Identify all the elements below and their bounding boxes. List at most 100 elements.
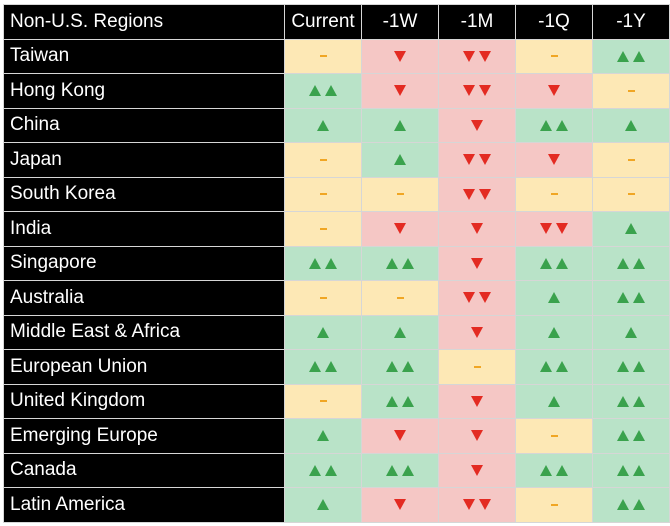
triangle-down-icon xyxy=(540,223,552,235)
signal-cell-current xyxy=(284,176,362,212)
dash-icon xyxy=(550,434,558,437)
signal-indicator xyxy=(384,392,416,410)
signal-cell-current xyxy=(284,73,362,109)
signal-indicator xyxy=(461,151,493,169)
triangle-up-icon xyxy=(402,395,414,407)
triangle-down-icon xyxy=(463,50,475,62)
signal-indicator xyxy=(627,82,635,100)
triangle-up-icon xyxy=(617,430,629,442)
signal-cell-1q xyxy=(515,418,593,454)
signal-cell-1m xyxy=(438,349,516,385)
region-name: Canada xyxy=(3,452,285,488)
triangle-up-icon xyxy=(633,430,645,442)
triangle-down-icon xyxy=(479,154,491,166)
dash-icon xyxy=(396,296,404,299)
signal-cell-1q xyxy=(515,349,593,385)
signal-indicator xyxy=(627,185,635,203)
triangle-down-icon xyxy=(471,430,483,442)
signal-cell-1w xyxy=(361,383,439,419)
signal-cell-1w xyxy=(361,452,439,488)
header-row: Non-U.S. Regions Current -1W -1M -1Q -1Y xyxy=(3,4,670,40)
signal-indicator xyxy=(461,185,493,203)
signal-indicator xyxy=(615,358,647,376)
dash-icon xyxy=(627,193,635,196)
signal-cell-1q xyxy=(515,280,593,316)
signal-cell-1w xyxy=(361,107,439,143)
signal-cell-current xyxy=(284,142,362,178)
triangle-up-icon xyxy=(386,395,398,407)
table-row: South Korea xyxy=(3,176,670,212)
triangle-up-icon xyxy=(540,361,552,373)
signal-indicator xyxy=(392,82,408,100)
signal-indicator xyxy=(469,254,485,272)
triangle-up-icon xyxy=(317,326,329,338)
region-name: South Korea xyxy=(3,176,285,212)
signal-cell-1m xyxy=(438,418,516,454)
signal-cell-1y xyxy=(592,383,670,419)
dash-icon xyxy=(319,55,327,58)
column-header-1y: -1Y xyxy=(592,4,670,40)
triangle-up-icon xyxy=(325,85,337,97)
signal-cell-1q xyxy=(515,314,593,350)
signal-cell-1m xyxy=(438,107,516,143)
signal-indicator xyxy=(319,185,327,203)
region-name: Latin America xyxy=(3,487,285,523)
triangle-down-icon xyxy=(394,50,406,62)
signal-cell-1y xyxy=(592,349,670,385)
dash-icon xyxy=(319,296,327,299)
triangle-down-icon xyxy=(556,223,568,235)
triangle-up-icon xyxy=(386,257,398,269)
triangle-up-icon xyxy=(309,361,321,373)
table-row: Japan xyxy=(3,142,670,178)
signal-indicator xyxy=(396,289,404,307)
signal-indicator xyxy=(546,289,562,307)
signal-cell-current xyxy=(284,245,362,281)
signal-cell-1q xyxy=(515,211,593,247)
triangle-up-icon xyxy=(625,326,637,338)
signal-indicator xyxy=(319,151,327,169)
signal-indicator xyxy=(307,82,339,100)
triangle-up-icon xyxy=(325,361,337,373)
signal-cell-1m xyxy=(438,142,516,178)
signal-indicator xyxy=(538,358,570,376)
signal-indicator xyxy=(550,185,558,203)
triangle-up-icon xyxy=(633,499,645,511)
signal-indicator xyxy=(392,496,408,514)
signal-indicator xyxy=(538,116,570,134)
signal-cell-1m xyxy=(438,176,516,212)
signal-indicator xyxy=(550,47,558,65)
signal-indicator xyxy=(307,254,339,272)
triangle-up-icon xyxy=(633,361,645,373)
signal-indicator xyxy=(307,461,339,479)
signal-indicator xyxy=(319,392,327,410)
signal-cell-current xyxy=(284,38,362,74)
triangle-up-icon xyxy=(309,85,321,97)
region-name: Emerging Europe xyxy=(3,418,285,454)
signal-cell-1w xyxy=(361,314,439,350)
signal-indicator xyxy=(315,116,331,134)
triangle-up-icon xyxy=(556,361,568,373)
signal-indicator xyxy=(461,82,493,100)
triangle-up-icon xyxy=(625,119,637,131)
triangle-up-icon xyxy=(633,395,645,407)
triangle-up-icon xyxy=(402,361,414,373)
signal-cell-1q xyxy=(515,176,593,212)
signal-cell-1m xyxy=(438,280,516,316)
dash-icon xyxy=(627,158,635,161)
region-name: Australia xyxy=(3,280,285,316)
signal-cell-1q xyxy=(515,38,593,74)
triangle-up-icon xyxy=(617,50,629,62)
signal-indicator xyxy=(384,254,416,272)
signal-indicator xyxy=(473,358,481,376)
column-header-1w: -1W xyxy=(361,4,439,40)
signal-cell-1w xyxy=(361,280,439,316)
signal-indicator xyxy=(319,220,327,238)
table-row: Middle East & Africa xyxy=(3,314,670,350)
signal-cell-1m xyxy=(438,487,516,523)
signal-cell-current xyxy=(284,314,362,350)
signal-indicator xyxy=(538,254,570,272)
signal-indicator xyxy=(392,427,408,445)
signal-indicator xyxy=(615,254,647,272)
signal-cell-1w xyxy=(361,176,439,212)
region-name: China xyxy=(3,107,285,143)
